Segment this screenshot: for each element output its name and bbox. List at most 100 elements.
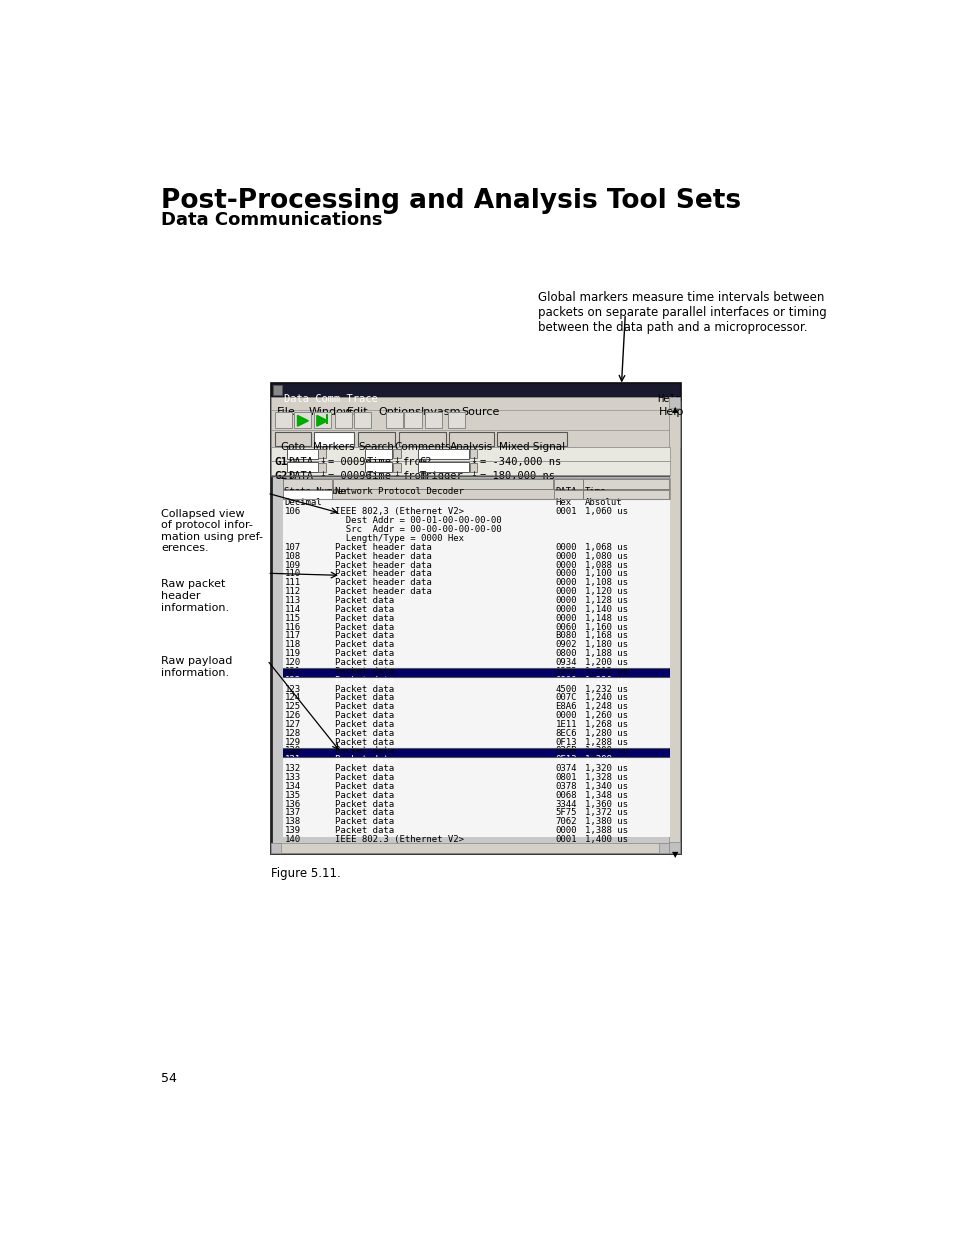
Text: Post-Processing and Analysis Tool Sets: Post-Processing and Analysis Tool Sets [161,188,740,214]
Text: 1,268 us: 1,268 us [584,720,627,729]
Bar [282,589,669,598]
Text: 0000: 0000 [555,605,577,614]
Bar [282,810,669,819]
Bar [326,414,328,424]
Text: Time: Time [366,471,391,480]
Bar [282,615,669,624]
Text: 1,108 us: 1,108 us [584,578,627,588]
Text: Markers: Markers [313,442,355,452]
Text: 1,200 us: 1,200 us [584,658,627,667]
Text: 1,372 us: 1,372 us [584,809,627,818]
Text: 0000: 0000 [555,587,577,597]
Text: 1,232 us: 1,232 us [584,684,627,694]
Text: 1,060 us: 1,060 us [584,508,627,516]
Bar [282,783,669,793]
Bar [469,450,476,458]
Text: E8A6: E8A6 [555,703,577,711]
Text: 1,100 us: 1,100 us [584,569,627,578]
Text: 1,260 us: 1,260 us [584,711,627,720]
Text: Packet data: Packet data [335,729,394,737]
Text: 109: 109 [285,561,301,569]
Text: Src  Addr = 00-00-00-00-00-00: Src Addr = 00-00-00-00-00-00 [335,525,500,534]
Text: ▼: ▼ [671,851,678,860]
Text: ↓: ↓ [470,471,476,479]
Text: Packet data: Packet data [335,605,394,614]
Text: 106: 106 [285,508,301,516]
Text: 0068: 0068 [555,790,577,800]
Bar [294,412,311,427]
Text: File: File [277,406,295,417]
Text: Packet header data: Packet header data [335,578,431,588]
Text: Invasm: Invasm [420,406,460,417]
Text: 1,180 us: 1,180 us [584,640,627,650]
Text: Figure 5.11.: Figure 5.11. [271,867,340,879]
Text: 1,388 us: 1,388 us [584,826,627,835]
Bar [282,695,669,704]
Text: IEEE 802.3 (Ethernet V2>: IEEE 802.3 (Ethernet V2> [335,835,463,844]
Text: Decimal: Decimal [284,498,321,506]
Bar [658,842,668,852]
Bar [393,450,400,458]
Bar [273,385,282,395]
Bar [318,463,326,472]
Bar [282,668,669,677]
Bar [449,431,493,446]
Text: Packet data: Packet data [335,756,394,764]
Bar [271,842,669,852]
Text: Data Communications: Data Communications [161,211,382,230]
Bar [282,571,669,579]
Text: 1,220 us: 1,220 us [584,676,627,684]
Bar [583,478,668,489]
Text: 138: 138 [285,818,301,826]
Bar [365,448,392,458]
Text: = 00096: = 00096 [328,457,371,467]
Text: B080: B080 [555,631,577,641]
Text: 1,248 us: 1,248 us [584,703,627,711]
Text: 129: 129 [285,737,301,747]
Text: 54: 54 [161,1072,177,1086]
Text: Length/Type = 0000 Hex: Length/Type = 0000 Hex [335,534,463,543]
Text: Raw payload
information.: Raw payload information. [161,656,233,678]
Bar [271,447,669,461]
Bar [282,478,332,489]
Bar [282,730,669,740]
Text: 0000: 0000 [555,552,577,561]
Text: 116: 116 [285,622,301,631]
Text: Window: Window [308,406,352,417]
Text: Packet data: Packet data [335,773,394,782]
Bar [365,462,392,472]
Text: Options: Options [377,406,420,417]
Text: 036B: 036B [555,746,577,756]
Text: ↓: ↓ [394,471,400,479]
Text: Packet data: Packet data [335,818,394,826]
Text: 0000: 0000 [555,597,577,605]
Bar [271,383,679,396]
Text: 4500: 4500 [555,684,577,694]
Bar [282,478,669,489]
Text: Packet header data: Packet header data [335,543,431,552]
Text: G2: G2 [419,457,432,467]
Bar [282,757,669,766]
Text: State Number: State Number [284,487,349,496]
Text: Time: Time [366,457,391,467]
Text: 0378: 0378 [555,782,577,790]
Text: 1E11: 1E11 [555,720,577,729]
Bar [335,412,352,427]
Text: 1,320 us: 1,320 us [584,764,627,773]
Text: Packet data: Packet data [335,614,394,622]
Bar [282,536,669,545]
Text: Hex: Hex [555,498,571,506]
Text: 111: 111 [285,578,301,588]
Text: ↓: ↓ [470,456,476,466]
Bar [314,412,331,427]
Bar [398,431,445,446]
Polygon shape [297,415,308,426]
Text: 140: 140 [285,835,301,844]
Text: Data Comm Trace: Data Comm Trace [284,394,377,404]
Bar [274,431,311,446]
Text: Collapsed view
of protocol infor-
mation using pref-
erences.: Collapsed view of protocol infor- mation… [161,509,263,553]
Bar [314,431,354,446]
Text: Packet header data: Packet header data [335,561,431,569]
Text: 1,212 us: 1,212 us [584,667,627,676]
Bar [282,819,669,827]
